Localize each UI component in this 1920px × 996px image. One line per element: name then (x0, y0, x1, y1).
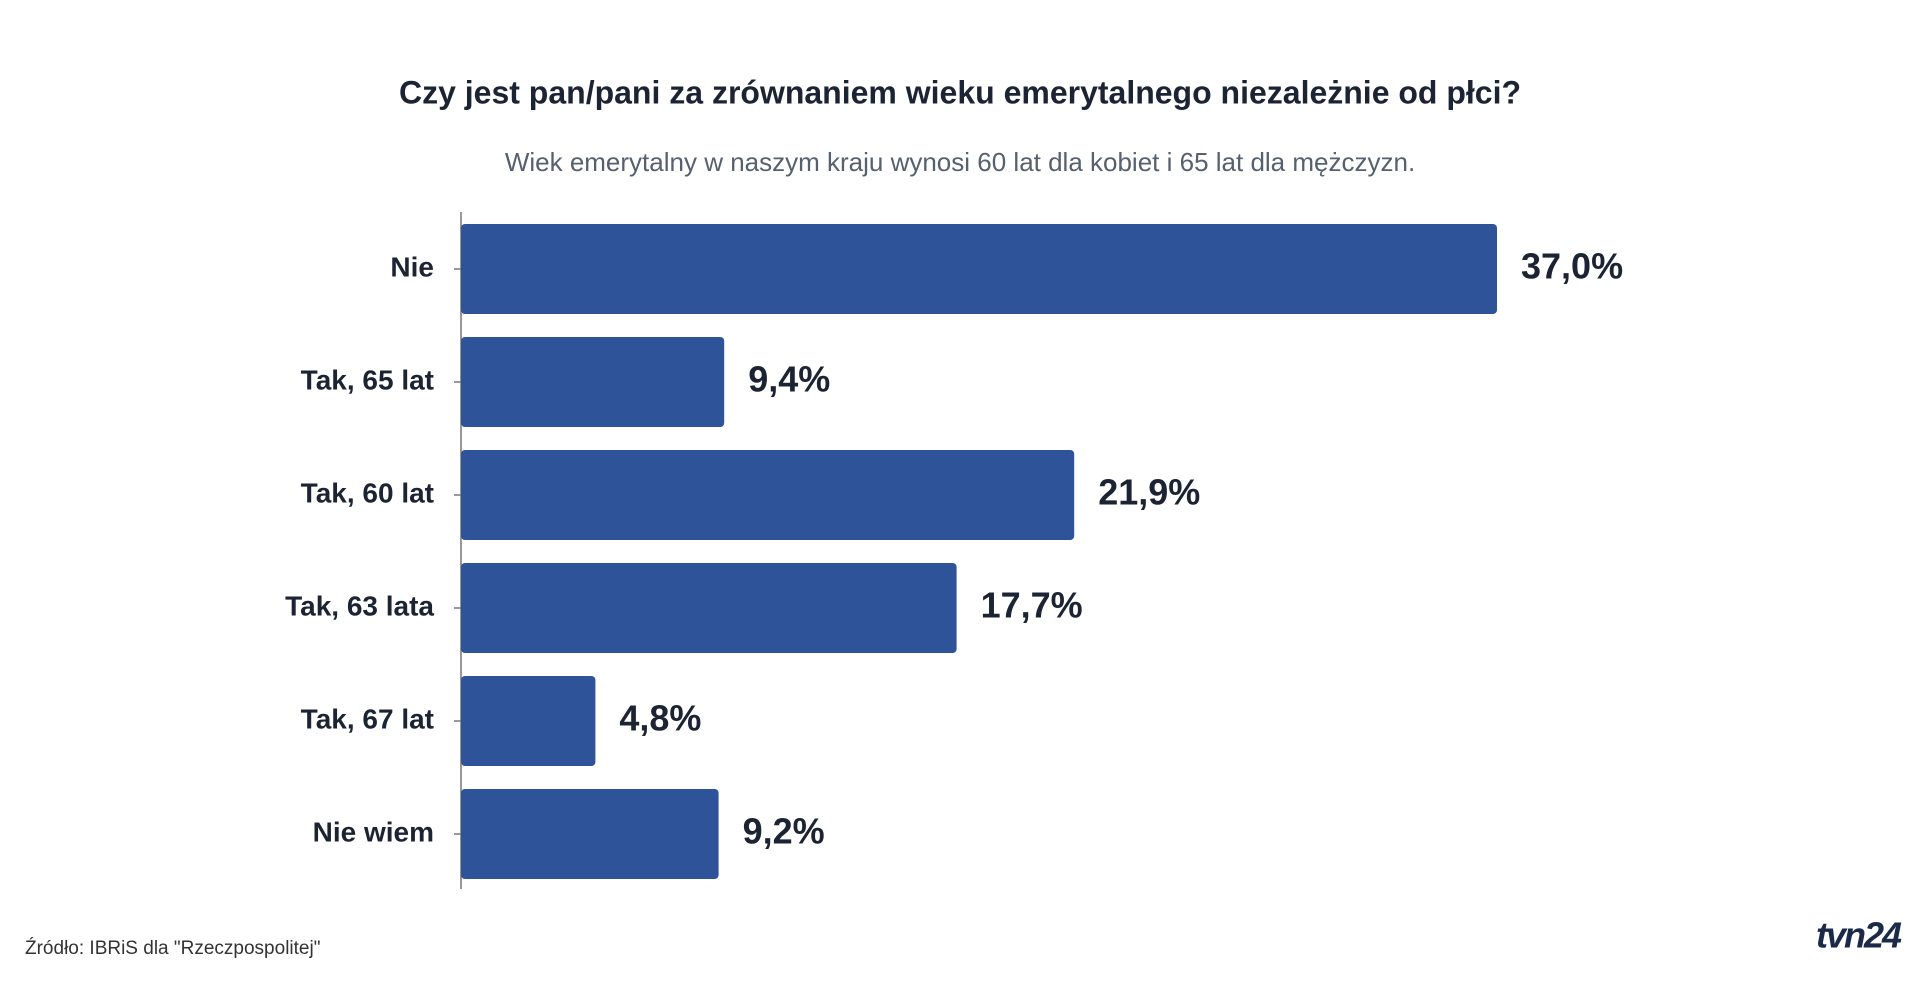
value-label: 9,2% (743, 811, 825, 852)
bar (461, 676, 596, 766)
source: Źródło: IBRiS dla "Rzeczpospolitej" (25, 938, 320, 959)
y-tick-label: Tak, 63 lata (285, 590, 434, 621)
chart-title: Czy jest pan/pani za zrównaniem wieku em… (399, 74, 1521, 110)
y-tick-label: Tak, 67 lat (301, 703, 434, 734)
y-tick-label: Tak, 60 lat (301, 477, 434, 508)
value-label: 4,8% (619, 698, 701, 739)
value-label: 37,0% (1521, 246, 1623, 287)
value-label: 17,7% (981, 585, 1083, 626)
logo: tvn24 (1816, 915, 1902, 956)
chart-subtitle: Wiek emerytalny w naszym kraju wynosi 60… (505, 147, 1415, 177)
bar (461, 224, 1497, 314)
value-label: 9,4% (748, 359, 830, 400)
bar (461, 563, 957, 653)
y-tick-label: Tak, 65 lat (301, 364, 434, 395)
bar (461, 337, 725, 427)
bar (461, 450, 1075, 540)
bar (461, 789, 719, 879)
y-tick-label: Nie (390, 251, 434, 282)
value-label: 21,9% (1098, 472, 1200, 513)
y-tick-label: Nie wiem (313, 816, 434, 847)
